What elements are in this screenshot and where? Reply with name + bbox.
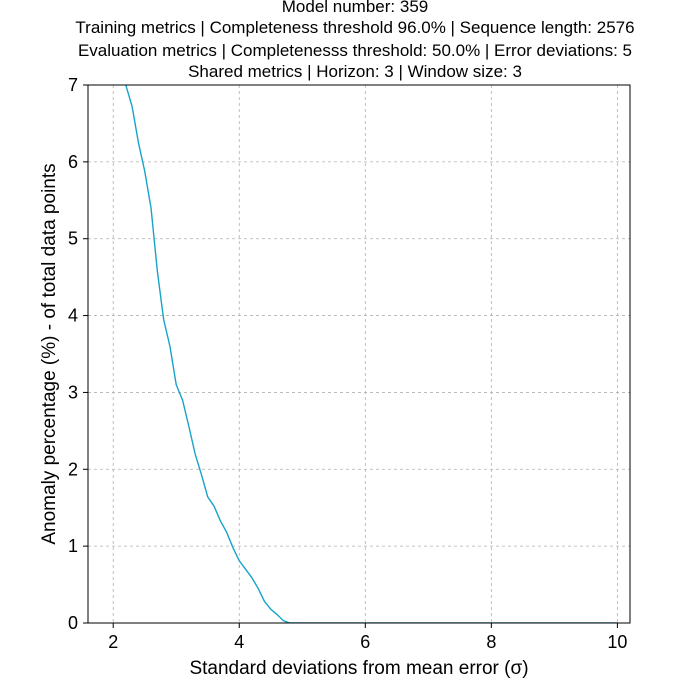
x-tick-label: 6: [360, 632, 370, 652]
chart-title: Model number: 359 Training metrics | Com…: [75, 0, 634, 81]
y-tick-label: 5: [68, 229, 78, 249]
y-tick-label: 2: [68, 459, 78, 479]
x-tick-label: 8: [486, 632, 496, 652]
y-tick-label: 6: [68, 152, 78, 172]
y-axis-label: Anomaly percentage (%) - of total data p…: [39, 163, 60, 544]
grid-lines: [88, 84, 630, 624]
x-tick-label: 4: [234, 632, 244, 652]
x-axis-label: Standard deviations from mean error (σ): [189, 658, 528, 679]
title-line-evaluation: Evaluation metrics | Completenesss thres…: [78, 41, 632, 60]
series-line: [125, 85, 618, 623]
plot-frame: [87, 84, 631, 624]
title-line-shared: Shared metrics | Horizon: 3 | Window siz…: [188, 62, 522, 81]
plot-area: [125, 85, 618, 623]
y-tick-label: 0: [68, 613, 78, 633]
y-axis-ticks: 0 1 2 3 4 5 6 7: [68, 75, 88, 633]
y-tick-label: 4: [68, 306, 78, 326]
x-tick-label: 2: [108, 632, 118, 652]
y-tick-label: 1: [68, 536, 78, 556]
x-axis-ticks: 2 4 6 8 10: [108, 623, 627, 652]
y-tick-label: 3: [68, 382, 78, 402]
y-tick-label: 7: [68, 75, 78, 95]
x-tick-label: 10: [607, 632, 627, 652]
title-line-training: Training metrics | Completeness threshol…: [75, 18, 634, 37]
title-line-model: Model number: 359: [282, 0, 428, 16]
